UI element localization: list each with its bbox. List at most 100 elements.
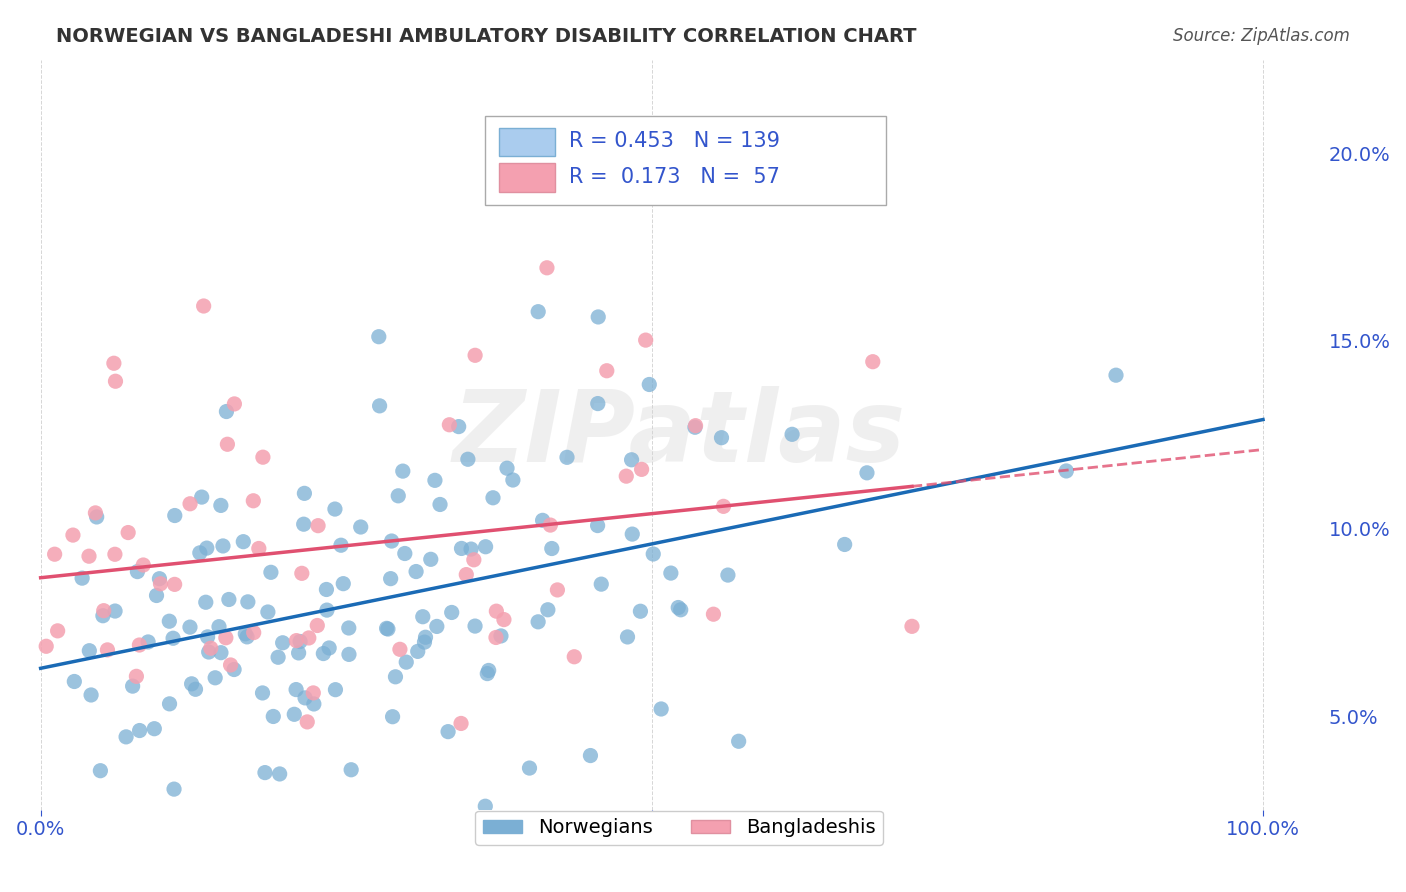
Point — [233, 627, 256, 641]
Point — [307, 518, 329, 533]
Point — [901, 619, 924, 633]
Point — [391, 464, 413, 478]
Point — [621, 527, 644, 541]
Point — [260, 566, 283, 580]
Point — [163, 782, 186, 797]
Point — [104, 604, 127, 618]
Point — [180, 677, 202, 691]
Point — [713, 500, 735, 514]
Point — [377, 622, 399, 636]
Point — [489, 629, 512, 643]
Point — [44, 547, 66, 561]
Point — [253, 765, 276, 780]
Point — [702, 607, 724, 622]
Text: R = 0.453   N = 139: R = 0.453 N = 139 — [569, 131, 780, 151]
Point — [200, 641, 222, 656]
Point — [415, 630, 437, 644]
Point — [86, 510, 108, 524]
Point — [190, 490, 212, 504]
Point — [215, 404, 238, 418]
Point — [614, 469, 637, 483]
Point — [502, 473, 524, 487]
Point — [302, 686, 325, 700]
Point — [271, 636, 294, 650]
Point — [780, 427, 803, 442]
Point — [387, 489, 409, 503]
Point — [302, 697, 325, 711]
Point — [79, 643, 101, 657]
Point — [128, 723, 150, 738]
Point — [209, 499, 232, 513]
Point — [70, 571, 93, 585]
Point — [121, 679, 143, 693]
Point — [527, 615, 550, 629]
Point — [219, 657, 242, 672]
Point — [145, 589, 167, 603]
Point — [292, 517, 315, 532]
Point — [232, 534, 254, 549]
Legend: Norwegians, Bangladeshis: Norwegians, Bangladeshis — [475, 811, 883, 845]
Point — [586, 396, 609, 410]
Point — [406, 644, 429, 658]
Point — [148, 572, 170, 586]
Point — [157, 614, 180, 628]
Point — [163, 508, 186, 523]
Point — [519, 761, 541, 775]
Point — [423, 474, 446, 488]
Point — [236, 595, 259, 609]
Point — [193, 299, 215, 313]
Point — [457, 452, 479, 467]
Point — [381, 534, 404, 549]
Point — [375, 621, 398, 635]
Point — [315, 582, 337, 597]
Point — [325, 682, 347, 697]
Point — [252, 686, 274, 700]
Point — [862, 354, 884, 368]
Point — [337, 621, 360, 635]
Point — [413, 635, 436, 649]
Point — [96, 643, 118, 657]
Point — [283, 707, 305, 722]
Point — [477, 666, 499, 681]
Point — [591, 577, 613, 591]
Point — [294, 486, 316, 500]
Point — [659, 566, 682, 580]
Point — [531, 513, 554, 527]
Point — [380, 572, 402, 586]
Point — [204, 671, 226, 685]
Point — [710, 431, 733, 445]
Point — [267, 650, 290, 665]
Point — [297, 714, 319, 729]
Point — [209, 646, 232, 660]
Point — [586, 518, 609, 533]
Point — [340, 763, 363, 777]
Point — [596, 364, 619, 378]
Point — [474, 799, 496, 814]
Point — [262, 709, 284, 723]
Point — [184, 682, 207, 697]
Point — [685, 418, 707, 433]
Point — [316, 603, 339, 617]
Text: NORWEGIAN VS BANGLADESHI AMBULATORY DISABILITY CORRELATION CHART: NORWEGIAN VS BANGLADESHI AMBULATORY DISA… — [56, 27, 917, 45]
Point — [540, 541, 562, 556]
Text: Source: ZipAtlas.com: Source: ZipAtlas.com — [1173, 27, 1350, 45]
Point — [128, 638, 150, 652]
Point — [215, 631, 238, 645]
Point — [104, 374, 127, 388]
Point — [485, 604, 508, 618]
Point — [426, 619, 449, 633]
Point — [337, 648, 360, 662]
Point — [492, 613, 515, 627]
Point — [287, 646, 309, 660]
Point — [62, 528, 84, 542]
Point — [127, 565, 149, 579]
Point — [63, 674, 86, 689]
Point — [616, 630, 638, 644]
Point — [620, 452, 643, 467]
Point — [195, 541, 218, 555]
Point — [307, 618, 329, 632]
Point — [496, 461, 519, 475]
Point — [35, 640, 58, 654]
Point — [834, 537, 856, 551]
Point — [388, 642, 411, 657]
